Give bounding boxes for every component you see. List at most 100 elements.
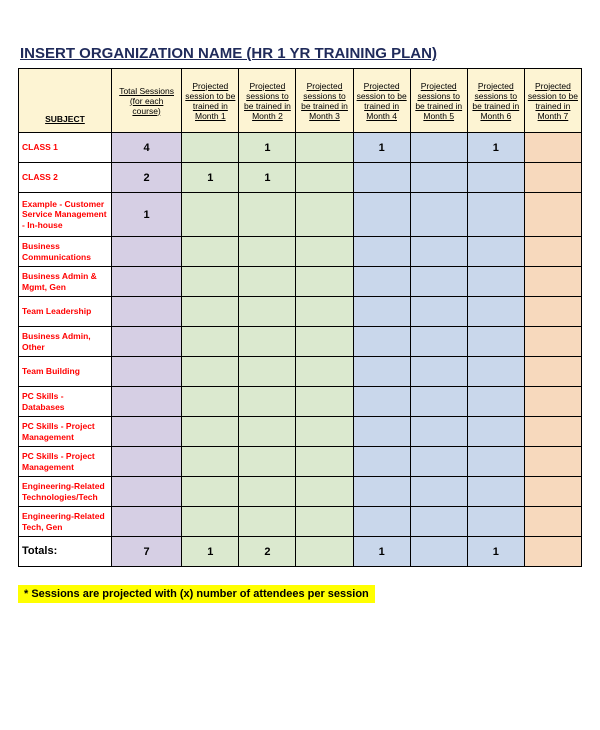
total-cell (111, 507, 181, 537)
month-cell (182, 417, 239, 447)
month-cell (353, 237, 410, 267)
totals-month-cell: 1 (182, 537, 239, 567)
table-row: CLASS 14111 (19, 133, 582, 163)
month-cell (410, 387, 467, 417)
month-cell (182, 447, 239, 477)
month-cell (524, 327, 581, 357)
month-cell (467, 193, 524, 237)
subject-cell: Business Communications (19, 237, 112, 267)
total-cell (111, 267, 181, 297)
month-cell (524, 193, 581, 237)
totals-month-cell: 1 (467, 537, 524, 567)
total-cell (111, 447, 181, 477)
totals-month-cell (296, 537, 353, 567)
totals-month-cell (524, 537, 581, 567)
subject-cell: PC Skills - Project Management (19, 447, 112, 477)
month-cell (239, 387, 296, 417)
month-cell (239, 417, 296, 447)
total-cell (111, 387, 181, 417)
month-cell (410, 297, 467, 327)
header-month-5: Projected sessions to be trained in Mont… (410, 69, 467, 133)
subject-cell: Team Leadership (19, 297, 112, 327)
table-row: Business Admin, Other (19, 327, 582, 357)
month-cell (524, 477, 581, 507)
month-cell (239, 193, 296, 237)
total-cell (111, 357, 181, 387)
month-cell (296, 193, 353, 237)
month-cell (182, 327, 239, 357)
month-cell (467, 237, 524, 267)
month-cell (239, 507, 296, 537)
month-cell (239, 237, 296, 267)
month-cell (410, 267, 467, 297)
month-cell (467, 163, 524, 193)
total-cell (111, 297, 181, 327)
month-cell (410, 507, 467, 537)
header-total: Total Sessions (for each course) (111, 69, 181, 133)
month-cell (410, 163, 467, 193)
month-cell (296, 417, 353, 447)
month-cell (467, 387, 524, 417)
month-cell (239, 267, 296, 297)
month-cell (410, 133, 467, 163)
month-cell (296, 267, 353, 297)
month-cell (524, 507, 581, 537)
month-cell: 1 (239, 163, 296, 193)
month-cell (296, 387, 353, 417)
table-row: Business Admin & Mgmt, Gen (19, 267, 582, 297)
month-cell (410, 327, 467, 357)
total-cell (111, 237, 181, 267)
month-cell (353, 357, 410, 387)
table-row: Team Building (19, 357, 582, 387)
header-month-3: Projected sessions to be trained in Mont… (296, 69, 353, 133)
month-cell (467, 327, 524, 357)
month-cell (182, 267, 239, 297)
month-cell (239, 447, 296, 477)
month-cell (239, 297, 296, 327)
month-cell (296, 447, 353, 477)
subject-cell: CLASS 2 (19, 163, 112, 193)
header-row: SUBJECT Total Sessions (for each course)… (19, 69, 582, 133)
month-cell (524, 447, 581, 477)
month-cell (296, 237, 353, 267)
month-cell (296, 163, 353, 193)
month-cell (182, 237, 239, 267)
table-row: Team Leadership (19, 297, 582, 327)
month-cell: 1 (182, 163, 239, 193)
month-cell (182, 357, 239, 387)
month-cell (467, 357, 524, 387)
month-cell (182, 193, 239, 237)
month-cell (524, 163, 581, 193)
subject-cell: PC Skills - Project Management (19, 417, 112, 447)
month-cell (353, 447, 410, 477)
month-cell: 1 (353, 133, 410, 163)
month-cell (410, 237, 467, 267)
header-month-2: Projected sessions to be trained in Mont… (239, 69, 296, 133)
subject-cell: PC Skills - Databases (19, 387, 112, 417)
month-cell (467, 267, 524, 297)
table-row: Business Communications (19, 237, 582, 267)
month-cell (410, 357, 467, 387)
month-cell (353, 327, 410, 357)
month-cell (353, 193, 410, 237)
header-subject: SUBJECT (19, 69, 112, 133)
month-cell (524, 237, 581, 267)
month-cell (182, 133, 239, 163)
table-row: Engineering-Related Tech, Gen (19, 507, 582, 537)
month-cell (410, 477, 467, 507)
month-cell (410, 417, 467, 447)
header-month-7: Projected session to be trained in Month… (524, 69, 581, 133)
month-cell (353, 387, 410, 417)
subject-cell: Engineering-Related Technologies/Tech (19, 477, 112, 507)
month-cell (524, 387, 581, 417)
month-cell (353, 163, 410, 193)
month-cell (410, 193, 467, 237)
totals-total: 7 (111, 537, 181, 567)
month-cell (467, 417, 524, 447)
month-cell (467, 297, 524, 327)
month-cell (296, 477, 353, 507)
month-cell (296, 133, 353, 163)
month-cell (182, 507, 239, 537)
subject-cell: CLASS 1 (19, 133, 112, 163)
month-cell (296, 327, 353, 357)
